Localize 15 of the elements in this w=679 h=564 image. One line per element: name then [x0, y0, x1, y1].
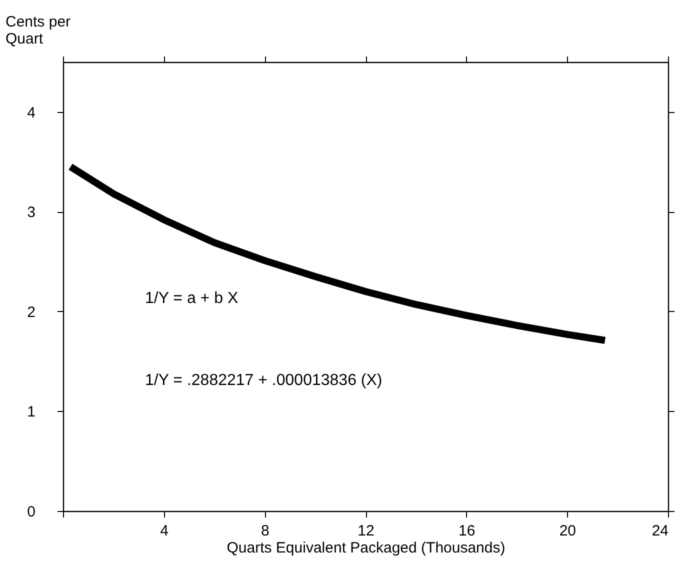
y-tick-label: 4: [27, 104, 36, 122]
x-tick-label: 16: [458, 522, 476, 540]
annotation: 1/Y = .2882217 + .000013836 (X): [145, 372, 382, 389]
y-tick-label: 0: [27, 504, 36, 520]
y-tick-label: 1: [27, 404, 36, 421]
y-axis-title: Cents per Quart: [6, 14, 71, 48]
x-tick-label: 8: [260, 522, 270, 540]
x-tick-label: 4: [160, 522, 169, 540]
x-tick-label: 24: [652, 522, 668, 540]
x-axis-title: Quarts Equivalent Packaged (Thousands): [226, 540, 506, 556]
x-tick-label: 20: [559, 522, 576, 540]
y-tick-label: 2: [27, 304, 36, 321]
y-tick-label: 3: [27, 204, 36, 222]
annotation: 1/Y = a + b X: [145, 290, 238, 307]
x-tick-label: 12: [358, 522, 374, 540]
